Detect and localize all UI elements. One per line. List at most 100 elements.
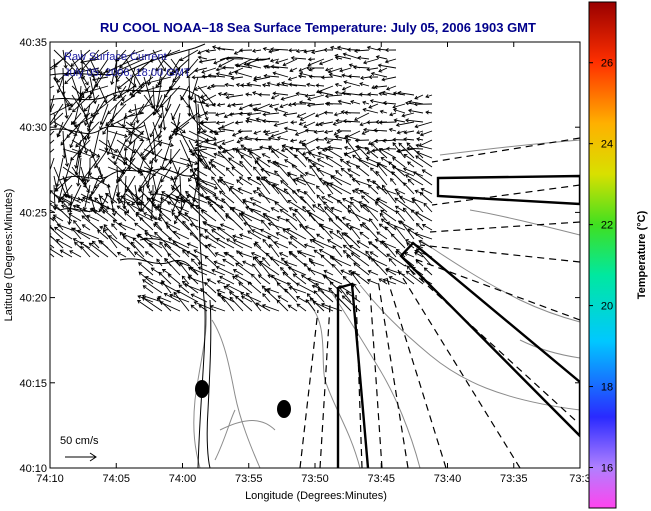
- x-tick-label: 73:45: [367, 473, 395, 485]
- current-vector-head: [148, 242, 153, 247]
- current-vector-head: [240, 211, 245, 216]
- current-vector-head: [71, 227, 76, 232]
- current-vector-head: [341, 86, 346, 91]
- current-vector: [242, 260, 253, 267]
- current-vector-head: [163, 166, 167, 171]
- current-vector-head: [340, 167, 345, 172]
- current-vector: [317, 288, 334, 303]
- current-vector-head: [423, 267, 428, 272]
- current-vector-head: [352, 271, 357, 275]
- current-vector-head: [260, 168, 265, 173]
- current-vector: [123, 235, 136, 249]
- current-vector: [62, 85, 68, 119]
- current-vector: [274, 121, 289, 127]
- current-vector: [415, 121, 433, 128]
- current-vector-head: [294, 131, 299, 136]
- current-vector: [107, 139, 115, 159]
- current-vector: [361, 195, 370, 204]
- current-vector-head: [146, 184, 151, 189]
- current-vector: [289, 83, 307, 87]
- current-vector-head: [152, 111, 157, 116]
- current-vector: [352, 178, 370, 186]
- current-vector-head: [120, 101, 124, 106]
- current-vector-head: [225, 284, 230, 288]
- current-vector-head: [115, 193, 120, 198]
- current-vector: [288, 76, 298, 81]
- current-vector: [256, 187, 271, 204]
- current-vector-head: [336, 45, 341, 50]
- current-vector: [154, 221, 163, 231]
- current-vector-head: [243, 61, 248, 66]
- current-vector-head: [264, 131, 269, 136]
- current-vector: [99, 67, 118, 75]
- current-vector-head: [187, 112, 192, 117]
- current-vector-head: [189, 96, 194, 101]
- current-vector-head: [352, 65, 357, 70]
- current-vector-head: [150, 197, 155, 202]
- current-vector: [372, 148, 388, 152]
- current-vector: [149, 148, 163, 164]
- current-vector-head: [311, 284, 316, 289]
- current-vector: [197, 148, 211, 171]
- current-vector: [188, 112, 206, 133]
- current-vector-head: [308, 257, 313, 262]
- x-tick-label: 73:35: [500, 473, 528, 485]
- current-vector: [259, 261, 280, 276]
- current-vector: [191, 258, 199, 267]
- current-vector-head: [394, 197, 399, 202]
- current-vector-head: [403, 182, 407, 187]
- current-vector-head: [261, 153, 266, 157]
- current-vector: [159, 121, 163, 138]
- current-vector-head: [378, 148, 383, 152]
- current-vector: [281, 257, 298, 276]
- current-vector: [52, 217, 64, 231]
- current-vector: [252, 263, 262, 276]
- current-vector: [214, 261, 226, 267]
- current-vector: [198, 56, 208, 60]
- current-vector: [299, 224, 316, 240]
- current-vector: [308, 58, 316, 60]
- current-vector-head: [82, 177, 87, 182]
- current-vector: [321, 196, 334, 204]
- current-vector: [158, 272, 172, 285]
- current-vector: [392, 103, 406, 108]
- current-vector: [262, 304, 280, 312]
- current-vector: [308, 152, 325, 159]
- current-vector: [210, 305, 226, 312]
- current-vector-head: [169, 134, 173, 139]
- current-vector: [404, 130, 415, 134]
- current-vector-head: [64, 72, 69, 77]
- current-vector: [217, 226, 235, 240]
- current-vector: [255, 138, 271, 141]
- current-vector: [80, 198, 91, 204]
- current-vector: [415, 211, 433, 222]
- current-vector-head: [344, 145, 348, 150]
- current-vector: [262, 153, 271, 159]
- current-vector: [89, 148, 103, 178]
- y-tick-label: 40:30: [19, 122, 47, 134]
- current-vector-head: [183, 283, 188, 288]
- current-vector-head: [294, 154, 298, 159]
- current-vector-head: [242, 260, 247, 265]
- current-vector: [350, 201, 361, 213]
- current-vector-head: [403, 130, 408, 135]
- current-vector-head: [251, 48, 256, 53]
- current-vector: [312, 204, 325, 213]
- current-vector: [135, 49, 163, 60]
- current-vector: [359, 190, 379, 204]
- current-vector: [410, 209, 424, 222]
- current-vector-head: [167, 237, 172, 242]
- current-vector-head: [386, 221, 391, 226]
- surface-current-vectors: [50, 45, 433, 312]
- current-vector: [325, 94, 343, 97]
- current-vector-head: [327, 145, 332, 150]
- current-vector-head: [412, 171, 417, 175]
- current-vector-head: [323, 129, 328, 135]
- current-vector-head: [296, 188, 301, 193]
- current-vector-head: [111, 223, 115, 228]
- current-vector-head: [180, 196, 185, 200]
- current-vector-head: [394, 225, 398, 230]
- current-vector-head: [142, 279, 147, 283]
- current-vector-head: [380, 209, 385, 214]
- current-vector-head: [166, 225, 170, 229]
